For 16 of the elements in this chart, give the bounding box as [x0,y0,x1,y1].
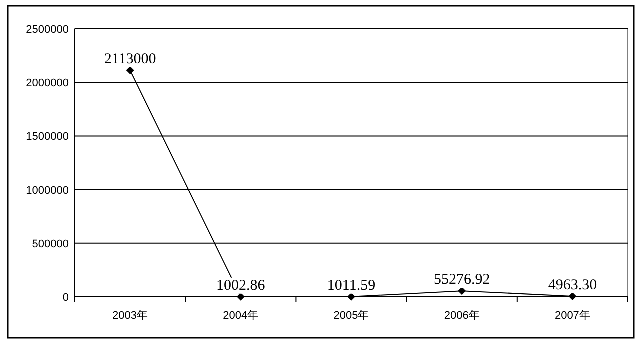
data-label: 55276.92 [434,272,490,288]
data-label: 1002.86 [216,278,266,294]
data-label: 1011.59 [327,278,376,294]
y-tick-label: 500000 [32,238,69,250]
data-label: 4963.30 [548,277,598,294]
y-tick-label: 1500000 [26,131,69,144]
y-tick-label: 1000000 [26,184,69,197]
x-tick-label: 2005年 [334,310,370,322]
x-tick-label: 2006年 [444,310,480,322]
y-tick-label: 2000000 [26,78,69,90]
y-tick-label: 2500000 [26,24,69,36]
x-tick-label: 2003年 [112,310,148,322]
y-tick-label: 0 [62,292,69,304]
x-tick-label: 2004年 [223,310,259,322]
data-label: 2113000 [104,51,156,68]
x-tick-label: 2007年 [554,310,590,322]
